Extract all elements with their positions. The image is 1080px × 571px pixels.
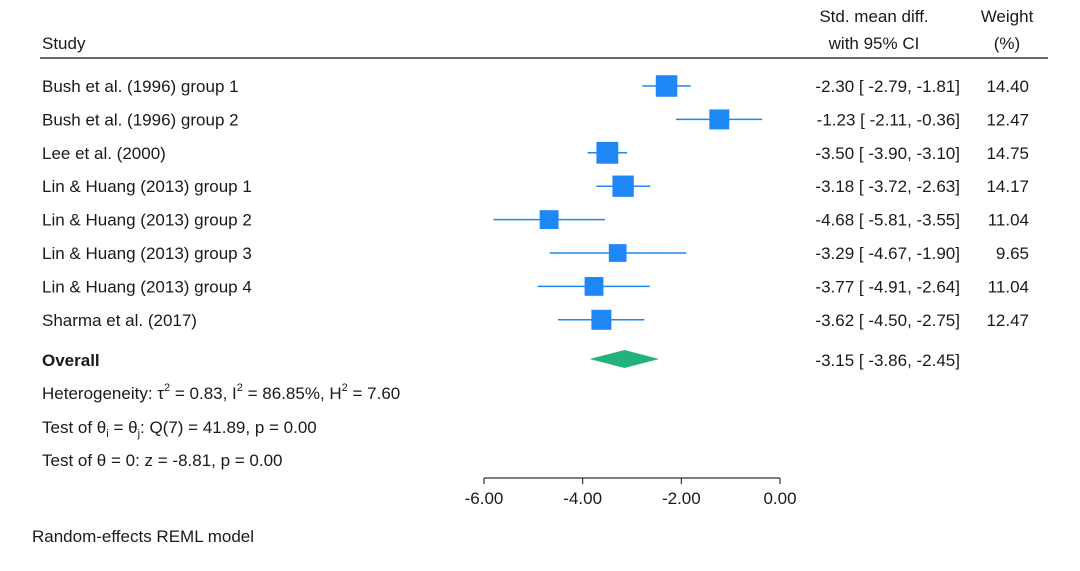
study-row: Bush et al. (1996) group 2 -1.23 [ -2.11,…	[42, 109, 1029, 129]
x-tick-label: 0.00	[763, 489, 796, 508]
effect-marker	[584, 276, 604, 296]
weight-text: 11.04	[988, 211, 1029, 230]
header-effect-line2: with 95% CI	[828, 34, 920, 53]
overall-ci-text: -3.15 [ -3.86, -2.45]	[815, 351, 960, 370]
effect-marker	[655, 75, 678, 97]
header-weight-line1: Weight	[981, 7, 1034, 26]
effect-marker	[709, 109, 730, 130]
overall-label: Overall	[42, 351, 100, 370]
header-weight-line2: (%)	[994, 34, 1020, 53]
x-axis: -6.00 -4.00 -2.00 0.00	[465, 477, 797, 508]
study-label: Lin & Huang (2013) group 3	[42, 244, 252, 263]
ci-text: -3.62 [ -4.50, -2.75]	[815, 311, 960, 330]
study-row: Lin & Huang (2013) group 1 -3.18 [ -3.72,…	[42, 175, 1029, 197]
study-row: Lin & Huang (2013) group 2 -4.68 [ -5.81,…	[42, 210, 1029, 230]
study-label: Lin & Huang (2013) group 2	[42, 211, 252, 230]
weight-text: 12.47	[986, 110, 1029, 129]
ci-text: -3.18 [ -3.72, -2.63]	[815, 177, 960, 196]
weight-text: 11.04	[988, 277, 1029, 296]
header-study: Study	[42, 34, 86, 53]
study-row: Sharma et al. (2017) -3.62 [ -4.50, -2.75…	[42, 309, 1029, 330]
ci-text: -4.68 [ -5.81, -3.55]	[815, 211, 960, 230]
study-row: Bush et al. (1996) group 1 -2.30 [ -2.79,…	[42, 75, 1029, 97]
footnote: Random-effects REML model	[32, 527, 254, 546]
effect-marker	[539, 210, 559, 230]
x-tick-label: -6.00	[465, 489, 504, 508]
effect-marker	[596, 141, 619, 164]
test-zero-text: Test of θ = 0: z = -8.81, p = 0.00	[42, 451, 283, 470]
heterogeneity-text: Heterogeneity: τ2 = 0.83, I2 = 86.85%, H…	[42, 382, 400, 403]
effect-marker	[612, 175, 634, 197]
study-label: Lin & Huang (2013) group 1	[42, 177, 252, 196]
weight-text: 14.40	[986, 77, 1029, 96]
weight-text: 14.17	[986, 177, 1029, 196]
ci-text: -3.29 [ -4.67, -1.90]	[815, 244, 960, 263]
effect-marker	[608, 244, 627, 262]
effect-marker	[591, 309, 612, 330]
ci-text: -2.30 [ -2.79, -1.81]	[815, 77, 960, 96]
weight-text: 14.75	[986, 144, 1029, 163]
study-row: Lin & Huang (2013) group 4 -3.77 [ -4.91,…	[42, 276, 1029, 296]
study-row: Lee et al. (2000) -3.50 [ -3.90, -3.10] 14…	[42, 141, 1029, 164]
overall-diamond	[589, 350, 660, 368]
ci-text: -3.77 [ -4.91, -2.64]	[815, 277, 960, 296]
study-label: Lin & Huang (2013) group 4	[42, 277, 252, 296]
x-tick-label: -2.00	[662, 489, 701, 508]
study-label: Bush et al. (1996) group 1	[42, 77, 239, 96]
study-row: Lin & Huang (2013) group 3 -3.29 [ -4.67,…	[42, 244, 1029, 263]
study-label: Sharma et al. (2017)	[42, 311, 197, 330]
ci-text: -3.50 [ -3.90, -3.10]	[815, 144, 960, 163]
ci-text: -1.23 [ -2.11, -0.36]	[817, 110, 960, 129]
header-effect-line1: Std. mean diff.	[819, 7, 928, 26]
study-label: Lee et al. (2000)	[42, 144, 166, 163]
test-equal-text: Test of θi = θj: Q(7) = 41.89, p = 0.00	[42, 418, 317, 440]
weight-text: 12.47	[986, 311, 1029, 330]
x-tick-label: -4.00	[563, 489, 602, 508]
weight-text: 9.65	[996, 244, 1029, 263]
study-label: Bush et al. (1996) group 2	[42, 110, 239, 129]
study-rows: Bush et al. (1996) group 1 -2.30 [ -2.79,…	[42, 75, 1029, 330]
